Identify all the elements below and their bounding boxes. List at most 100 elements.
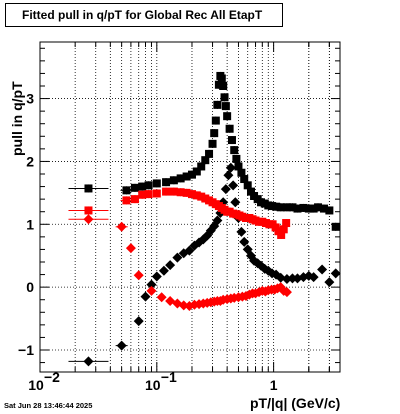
data-point-square: [277, 230, 286, 239]
data-point-square: [122, 196, 131, 205]
data-point-diamond: [165, 260, 176, 271]
data-point-square: [205, 149, 214, 158]
data-point-diamond: [228, 180, 239, 191]
data-point-square: [122, 186, 131, 195]
data-point-square: [309, 204, 318, 213]
data-point-square: [214, 80, 223, 89]
data-point-square: [279, 225, 288, 234]
data-point-square: [304, 204, 313, 213]
data-point-diamond: [140, 291, 151, 302]
data-point-diamond: [146, 279, 157, 290]
data-point-square: [276, 203, 285, 212]
data-point-square: [234, 162, 243, 171]
data-point-square: [138, 190, 147, 199]
data-point-diamond: [220, 184, 231, 195]
chart-title: Fitted pull in q/pT for Global Rec All E…: [5, 3, 283, 27]
plot-frame: [39, 41, 341, 373]
data-point-square: [130, 195, 139, 204]
data-point-diamond: [245, 250, 256, 261]
data-point-square: [232, 154, 241, 163]
data-point-square: [144, 181, 153, 190]
data-point-diamond: [324, 277, 335, 288]
data-point-square: [225, 124, 234, 133]
data-point-square: [169, 176, 178, 185]
data-point-square: [325, 206, 334, 215]
data-point-diamond: [116, 221, 127, 232]
data-point-diamond: [249, 255, 260, 266]
data-point-square: [227, 136, 236, 145]
data-point-diamond: [317, 264, 328, 275]
data-point-diamond: [236, 226, 247, 237]
x-tick-label: 10: [145, 377, 161, 393]
data-point-diamond: [133, 270, 144, 281]
y-tick-label: 1: [26, 216, 34, 232]
data-point-square: [182, 172, 191, 181]
y-tick-label: −1: [18, 342, 34, 358]
data-point-square: [213, 100, 222, 109]
data-point-square: [152, 179, 161, 188]
data-point-square: [219, 82, 228, 90]
data-point-square: [268, 202, 277, 211]
data-point-square: [152, 189, 161, 198]
data-point-square: [187, 190, 196, 199]
data-point-square: [84, 206, 93, 215]
x-tick-exponent: −1: [161, 369, 177, 385]
x-tick-label: 1: [270, 377, 278, 393]
data-point-square: [217, 74, 226, 83]
data-point-square: [272, 202, 281, 211]
y-tick-label: 2: [26, 153, 34, 169]
data-point-square: [210, 129, 219, 138]
data-point-square: [176, 188, 185, 197]
data-point-square: [211, 116, 220, 125]
data-point-diamond: [239, 236, 250, 247]
data-point-square: [169, 187, 178, 196]
y-tick-label: 3: [26, 91, 34, 107]
data-point-diamond: [184, 245, 195, 256]
data-point-square: [187, 170, 196, 179]
data-point-diamond: [83, 356, 94, 367]
data-point-diamond: [83, 214, 94, 225]
data-point-square: [197, 192, 206, 201]
x-tick-label: 10: [28, 377, 44, 393]
data-point-square: [130, 183, 139, 192]
y-tick-label: 0: [26, 279, 34, 295]
data-point-square: [223, 112, 232, 121]
data-point-diamond: [146, 285, 157, 296]
data-point-square: [84, 184, 93, 193]
data-point-diamond: [225, 162, 236, 173]
data-point-diamond: [172, 252, 183, 263]
data-point-square: [220, 93, 229, 102]
x-tick-exponent: −2: [44, 369, 60, 385]
data-point-square: [162, 187, 171, 196]
data-point-square: [162, 178, 171, 187]
data-point-square: [282, 219, 291, 228]
data-point-diamond: [178, 300, 189, 311]
data-point-diamond: [281, 287, 292, 298]
data-point-diamond: [308, 272, 319, 283]
data-point-square: [331, 222, 340, 231]
data-point-square: [230, 146, 239, 155]
data-point-square: [293, 204, 302, 213]
data-point-diamond: [133, 316, 144, 327]
data-point-diamond: [223, 170, 234, 181]
data-point-square: [221, 102, 230, 111]
data-point-diamond: [230, 197, 241, 208]
data-point-diamond: [116, 340, 127, 351]
data-point-square: [320, 204, 329, 213]
data-point-square: [192, 191, 201, 200]
x-axis-label: pT/|q| (GeV/c): [250, 395, 341, 411]
data-point-square: [208, 139, 217, 148]
data-point-square: [282, 203, 291, 212]
data-point-square: [182, 188, 191, 197]
data-point-diamond: [151, 271, 162, 282]
data-point-square: [240, 175, 249, 184]
data-point-square: [243, 181, 252, 190]
datestamp: Sat Jun 28 13:46:44 2025: [4, 401, 93, 410]
data-point-square: [246, 187, 255, 196]
data-point-square: [299, 203, 308, 212]
data-point-square: [144, 190, 153, 199]
data-point-diamond: [125, 243, 136, 254]
data-point-square: [176, 174, 185, 183]
